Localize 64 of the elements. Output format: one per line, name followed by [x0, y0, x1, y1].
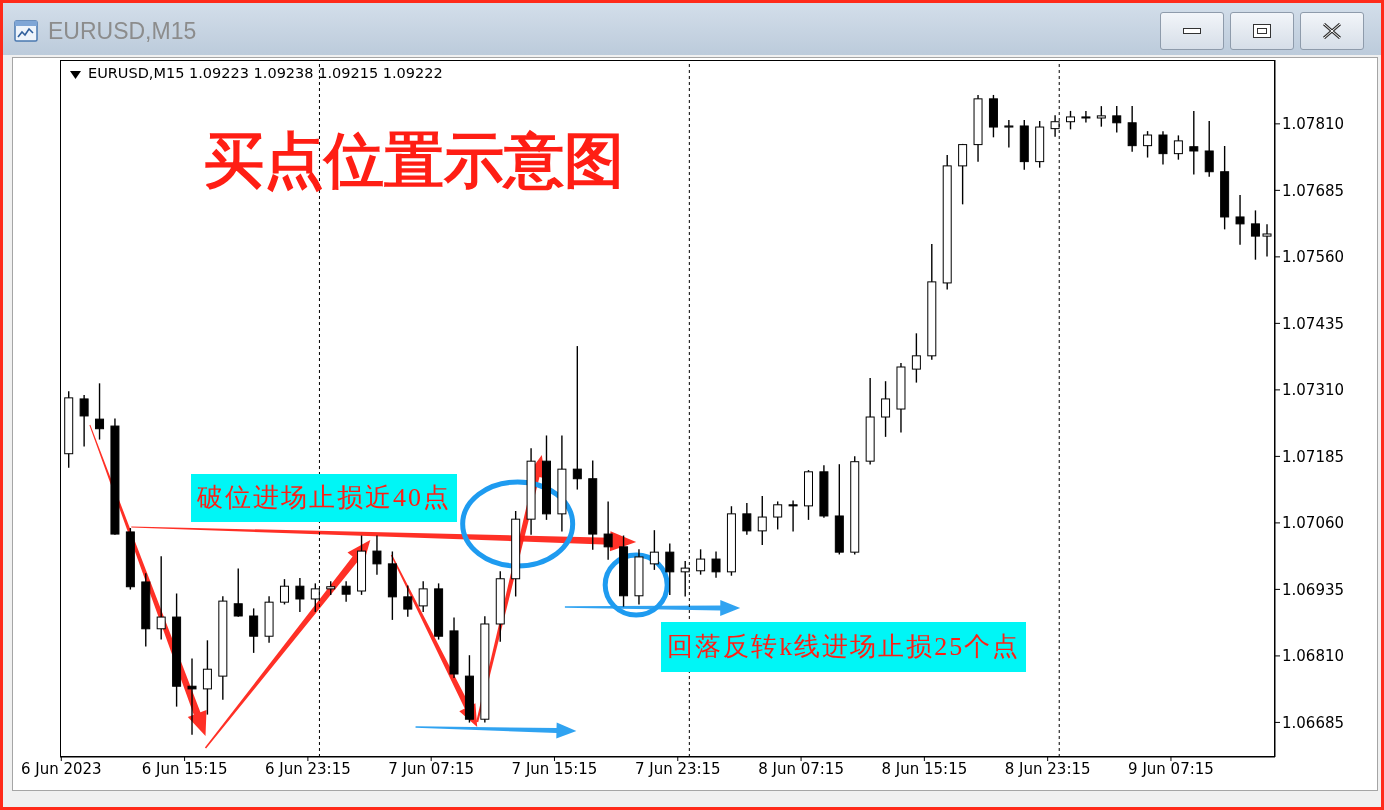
x-tick-label: 7 Jun 23:15: [634, 759, 721, 778]
candlestick: [757, 496, 767, 545]
candlestick: [1081, 110, 1091, 123]
candlestick: [1173, 135, 1183, 160]
y-tick-label: 1.07685: [1282, 181, 1345, 200]
candlestick: [403, 585, 413, 617]
candlestick: [1158, 131, 1168, 165]
candlestick: [958, 143, 968, 205]
text: 买点位置示意图: [203, 124, 624, 197]
candlestick: [202, 640, 212, 715]
y-tick-label: 1.07310: [1282, 381, 1345, 400]
candlestick: [711, 551, 721, 578]
x-tick-label: 6 Jun 2023: [20, 759, 102, 778]
y-tick-label: 1.06810: [1282, 647, 1345, 666]
candlestick: [79, 395, 89, 447]
y-tick-label: 1.06685: [1282, 713, 1345, 732]
candlestick: [911, 333, 921, 383]
y-tick-label: 1.07560: [1282, 248, 1345, 267]
candlestick: [233, 568, 243, 617]
candlestick: [1189, 110, 1199, 175]
x-tick-label: 7 Jun 07:15: [388, 759, 475, 778]
x-tick-label: 8 Jun 23:15: [1004, 759, 1091, 778]
x-tick-label: 6 Jun 23:15: [265, 759, 351, 778]
annotation: 破位进场止损近40点: [191, 474, 458, 522]
x-tick-label: 8 Jun 15:15: [881, 759, 968, 778]
candlestick: [1143, 131, 1153, 158]
candlestick: [418, 581, 428, 612]
x-tick-label: 8 Jun 07:15: [758, 759, 844, 778]
candlestick: [187, 658, 197, 735]
candlestick: [1250, 210, 1260, 260]
candlestick: [881, 381, 891, 437]
candlestick: [95, 383, 105, 440]
text: EURUSD,M15: [48, 18, 197, 45]
candlestick: [372, 535, 382, 575]
y-tick-label: 1.07060: [1282, 514, 1345, 533]
candlestick: [295, 578, 305, 612]
candlestick: [1096, 106, 1106, 127]
candlestick: [156, 556, 166, 640]
candlestick: [603, 501, 613, 560]
candlestick: [341, 581, 351, 602]
candlestick: [1127, 106, 1137, 152]
y-tick-label: 1.07435: [1282, 314, 1345, 333]
candlestick: [1262, 224, 1272, 257]
candlestick: [249, 608, 259, 653]
candlestick: [1235, 194, 1245, 245]
candlestick: [649, 530, 659, 570]
y-tick-label: 1.07810: [1282, 115, 1345, 134]
candlestick: [742, 503, 752, 535]
y-tick-label: 1.07185: [1282, 447, 1345, 466]
annotation: EURUSD,M15 1.09223 1.09238 1.09215 1.09222: [88, 65, 443, 81]
candlestick: [1004, 119, 1014, 148]
y-tick-label: 1.06935: [1282, 580, 1345, 599]
x-tick-label: 7 Jun 15:15: [511, 759, 598, 778]
annotation: 回落反转k线进场止损25个点: [661, 622, 1027, 672]
candlestick: [1204, 121, 1214, 177]
x-tick-label: 6 Jun 15:15: [141, 759, 228, 778]
candlestick: [665, 543, 675, 595]
candlestick: [788, 500, 798, 532]
candlestick: [773, 501, 783, 530]
candlestick: [572, 346, 582, 490]
x-tick-label: 9 Jun 07:15: [1128, 759, 1214, 778]
candlestick: [1112, 106, 1122, 133]
candlestick: [696, 549, 706, 575]
candlestick: [279, 579, 289, 605]
